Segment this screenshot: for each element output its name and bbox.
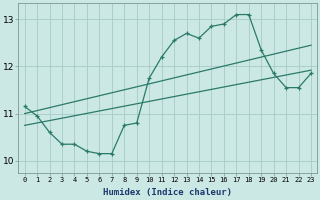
X-axis label: Humidex (Indice chaleur): Humidex (Indice chaleur) <box>103 188 232 197</box>
